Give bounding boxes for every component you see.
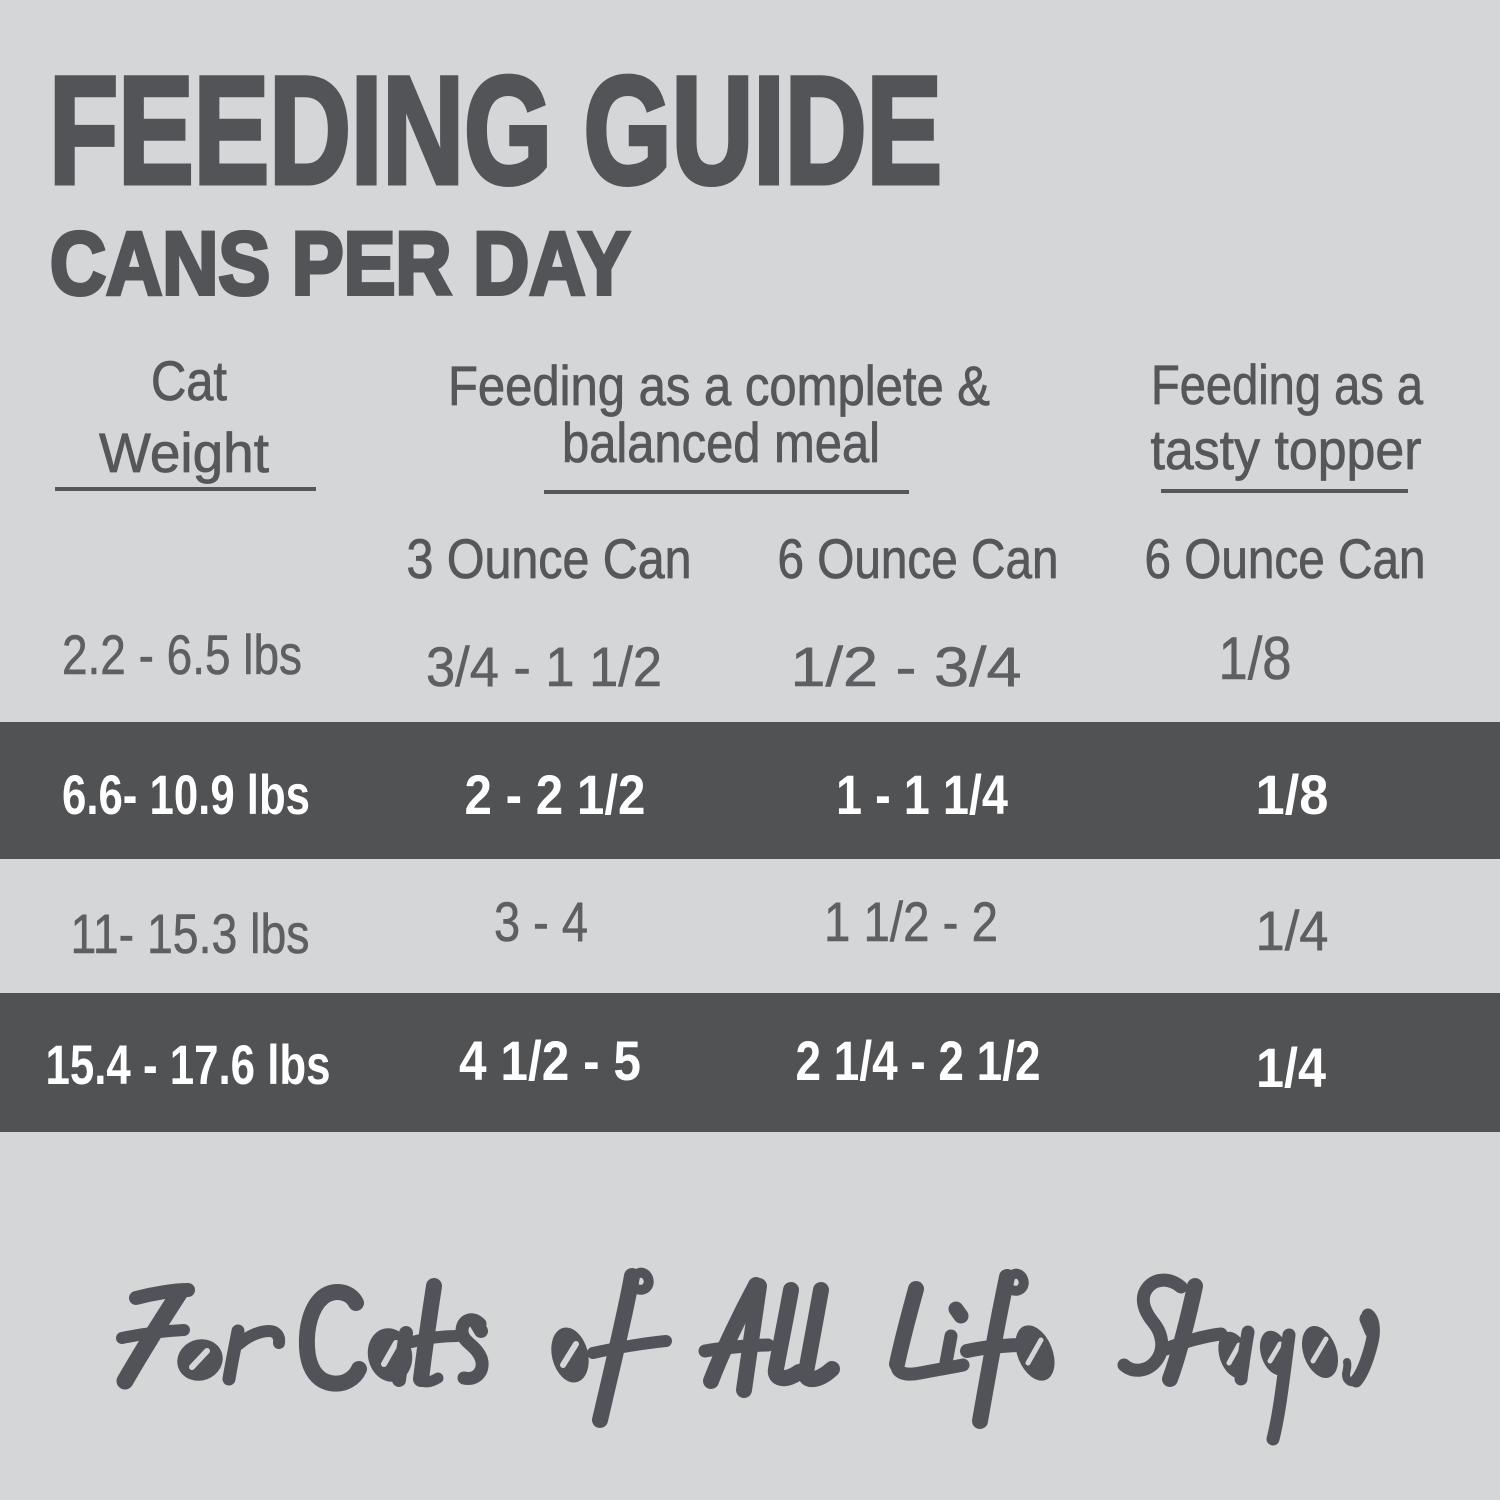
svg-text:1/4: 1/4 (1256, 1036, 1326, 1099)
svg-text:15.4 - 17.6 lbs: 15.4 - 17.6 lbs (46, 1033, 331, 1096)
svg-text:3/4 - 1 1/2: 3/4 - 1 1/2 (426, 635, 662, 698)
svg-text:6 Ounce Can: 6 Ounce Can (778, 527, 1059, 590)
svg-text:1/8: 1/8 (1219, 625, 1292, 692)
svg-text:2.2 - 6.5 lbs: 2.2 - 6.5 lbs (62, 623, 302, 686)
svg-text:1/8: 1/8 (1256, 763, 1329, 826)
svg-text:tasty topper: tasty topper (1151, 418, 1422, 481)
svg-text:Weight: Weight (99, 421, 269, 484)
svg-text:1 - 1 1/4: 1 - 1 1/4 (836, 763, 1008, 826)
svg-text:FEEDING GUIDE: FEEDING GUIDE (49, 45, 942, 216)
svg-text:Feeding as a complete &: Feeding as a complete & (448, 354, 990, 417)
svg-text:2 1/4 - 2 1/2: 2 1/4 - 2 1/2 (796, 1029, 1041, 1092)
svg-text:balanced meal: balanced meal (562, 411, 880, 474)
svg-text:11- 15.3 lbs: 11- 15.3 lbs (71, 902, 310, 965)
svg-text:1/4: 1/4 (1256, 899, 1329, 962)
svg-text:2 - 2 1/2: 2 - 2 1/2 (465, 763, 646, 826)
svg-text:Cat: Cat (151, 349, 227, 412)
svg-text:3 Ounce Can: 3 Ounce Can (407, 527, 692, 590)
svg-text:1 1/2 - 2: 1 1/2 - 2 (824, 890, 998, 953)
svg-text:6 Ounce Can: 6 Ounce Can (1145, 527, 1426, 590)
svg-text:Feeding as a: Feeding as a (1151, 353, 1424, 416)
svg-text:4 1/2 - 5: 4 1/2 - 5 (459, 1029, 641, 1092)
svg-text:CANS PER DAY: CANS PER DAY (50, 213, 630, 313)
svg-text:6.6- 10.9 lbs: 6.6- 10.9 lbs (62, 763, 310, 826)
svg-text:3 - 4: 3 - 4 (494, 890, 588, 953)
svg-text:1/2 - 3/4: 1/2 - 3/4 (791, 635, 1022, 698)
